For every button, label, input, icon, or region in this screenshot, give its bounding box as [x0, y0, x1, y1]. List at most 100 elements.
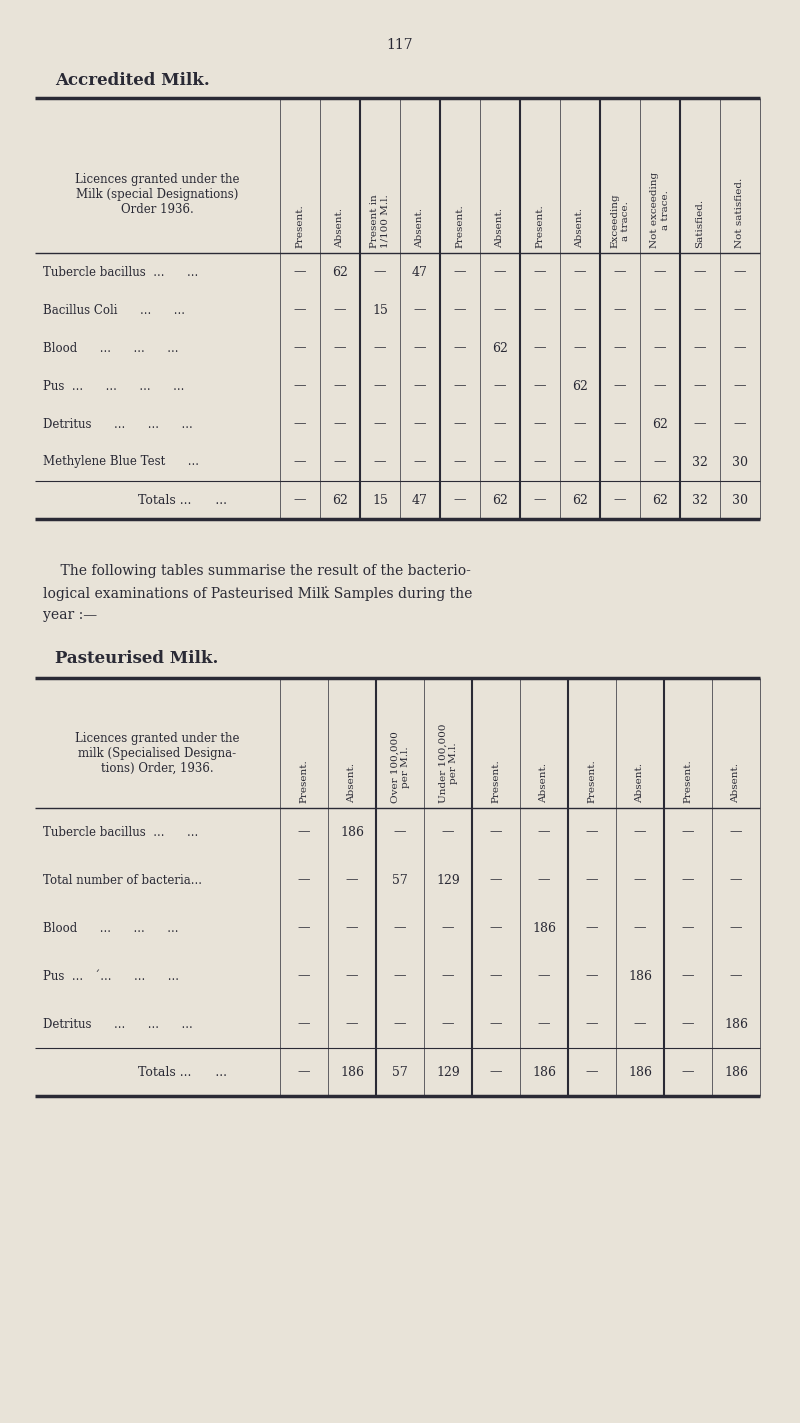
Text: —: —	[346, 1017, 358, 1030]
Text: 186: 186	[340, 825, 364, 838]
Text: —: —	[294, 455, 306, 468]
Text: Not satisfied.: Not satisfied.	[735, 178, 745, 248]
Text: Pus  ...      ...      ...      ...: Pus ... ... ... ...	[43, 380, 184, 393]
Text: —: —	[634, 1017, 646, 1030]
Text: —: —	[454, 303, 466, 316]
Text: 186: 186	[724, 1066, 748, 1079]
Text: 186: 186	[340, 1066, 364, 1079]
Text: 30: 30	[732, 494, 748, 507]
Text: —: —	[294, 417, 306, 431]
Text: 30: 30	[732, 455, 748, 468]
Text: —: —	[682, 874, 694, 887]
Text: —: —	[346, 874, 358, 887]
Text: 62: 62	[492, 494, 508, 507]
Text: year :—: year :—	[43, 608, 97, 622]
Text: —: —	[654, 455, 666, 468]
Text: logical examinations of Pasteurised Milk̇ Samples during the: logical examinations of Pasteurised Milk…	[43, 586, 472, 601]
Text: —: —	[454, 494, 466, 507]
Text: —: —	[454, 342, 466, 354]
Text: —: —	[298, 922, 310, 935]
Text: —: —	[614, 417, 626, 431]
Text: —: —	[682, 969, 694, 982]
Text: —: —	[734, 303, 746, 316]
Text: —: —	[494, 303, 506, 316]
Text: —: —	[534, 303, 546, 316]
Text: —: —	[490, 1017, 502, 1030]
Text: 62: 62	[332, 494, 348, 507]
Text: Detritus      ...      ...      ...: Detritus ... ... ...	[43, 417, 193, 431]
Text: The following tables summarise the result of the bacterio-: The following tables summarise the resul…	[43, 564, 471, 578]
Text: —: —	[586, 1017, 598, 1030]
Text: Total number of bacteria...: Total number of bacteria...	[43, 874, 202, 887]
Text: 57: 57	[392, 1066, 408, 1079]
Text: Under 100,000
per M.l.: Under 100,000 per M.l.	[438, 723, 458, 803]
Text: —: —	[534, 417, 546, 431]
Text: —: —	[682, 922, 694, 935]
Text: —: —	[394, 1017, 406, 1030]
Text: Tubercle bacillus  ...      ...: Tubercle bacillus ... ...	[43, 825, 198, 838]
Text: Satisfied.: Satisfied.	[695, 199, 705, 248]
Text: —: —	[414, 380, 426, 393]
Text: —: —	[374, 342, 386, 354]
Text: 57: 57	[392, 874, 408, 887]
Text: 62: 62	[492, 342, 508, 354]
Text: —: —	[494, 380, 506, 393]
Text: 15: 15	[372, 303, 388, 316]
Text: —: —	[334, 455, 346, 468]
Text: 47: 47	[412, 266, 428, 279]
Text: Absent.: Absent.	[347, 763, 357, 803]
Text: —: —	[394, 922, 406, 935]
Text: —: —	[538, 825, 550, 838]
Text: 186: 186	[724, 1017, 748, 1030]
Text: —: —	[490, 825, 502, 838]
Text: —: —	[374, 266, 386, 279]
Text: —: —	[294, 494, 306, 507]
Text: Present.: Present.	[587, 760, 597, 803]
Text: —: —	[334, 303, 346, 316]
Text: —: —	[614, 455, 626, 468]
Text: Absent.: Absent.	[335, 208, 345, 248]
Text: —: —	[394, 825, 406, 838]
Text: —: —	[654, 380, 666, 393]
Text: 186: 186	[628, 1066, 652, 1079]
Text: —: —	[694, 266, 706, 279]
Text: 15: 15	[372, 494, 388, 507]
Text: Over 100,000
per M.l.: Over 100,000 per M.l.	[390, 731, 410, 803]
Text: Absent.: Absent.	[575, 208, 585, 248]
Text: —: —	[634, 922, 646, 935]
Text: —: —	[654, 342, 666, 354]
Text: Present.: Present.	[535, 205, 545, 248]
Text: —: —	[298, 969, 310, 982]
Text: —: —	[346, 922, 358, 935]
Text: —: —	[294, 380, 306, 393]
Text: —: —	[574, 303, 586, 316]
Text: —: —	[634, 825, 646, 838]
Text: 32: 32	[692, 455, 708, 468]
Text: —: —	[346, 969, 358, 982]
Text: —: —	[694, 342, 706, 354]
Text: —: —	[574, 266, 586, 279]
Text: —: —	[294, 266, 306, 279]
Text: —: —	[454, 417, 466, 431]
Text: Absent.: Absent.	[539, 763, 549, 803]
Text: —: —	[734, 380, 746, 393]
Text: —: —	[634, 874, 646, 887]
Text: —: —	[534, 494, 546, 507]
Text: —: —	[586, 969, 598, 982]
Text: 129: 129	[436, 1066, 460, 1079]
Text: Present.: Present.	[491, 760, 501, 803]
Text: 186: 186	[628, 969, 652, 982]
Text: —: —	[298, 874, 310, 887]
Text: —: —	[586, 922, 598, 935]
Text: Detritus      ...      ...      ...: Detritus ... ... ...	[43, 1017, 193, 1030]
Text: Tubercle bacillus  ...      ...: Tubercle bacillus ... ...	[43, 266, 198, 279]
Text: —: —	[414, 455, 426, 468]
Text: 62: 62	[332, 266, 348, 279]
Text: —: —	[534, 266, 546, 279]
Text: —: —	[490, 922, 502, 935]
Text: —: —	[454, 266, 466, 279]
Text: —: —	[586, 1066, 598, 1079]
Text: Exceeding
a trace.: Exceeding a trace.	[610, 194, 630, 248]
Text: 129: 129	[436, 874, 460, 887]
Text: —: —	[534, 342, 546, 354]
